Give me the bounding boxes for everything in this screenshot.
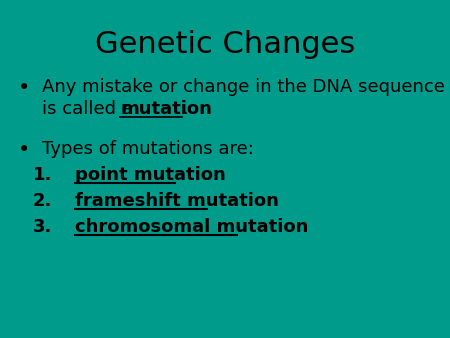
- Text: 3.: 3.: [32, 218, 52, 236]
- Text: Genetic Changes: Genetic Changes: [95, 30, 355, 59]
- Text: is called a: is called a: [42, 100, 139, 118]
- Text: .: .: [182, 100, 188, 118]
- Text: Types of mutations are:: Types of mutations are:: [42, 140, 254, 158]
- Text: chromosomal mutation: chromosomal mutation: [75, 218, 308, 236]
- Text: •: •: [18, 140, 30, 160]
- Text: •: •: [18, 78, 30, 98]
- Text: mutation: mutation: [120, 100, 212, 118]
- Text: point mutation: point mutation: [75, 166, 226, 184]
- Text: 2.: 2.: [32, 192, 52, 210]
- Text: frameshift mutation: frameshift mutation: [75, 192, 279, 210]
- Text: 1.: 1.: [32, 166, 52, 184]
- Text: Any mistake or change in the DNA sequence: Any mistake or change in the DNA sequenc…: [42, 78, 445, 96]
